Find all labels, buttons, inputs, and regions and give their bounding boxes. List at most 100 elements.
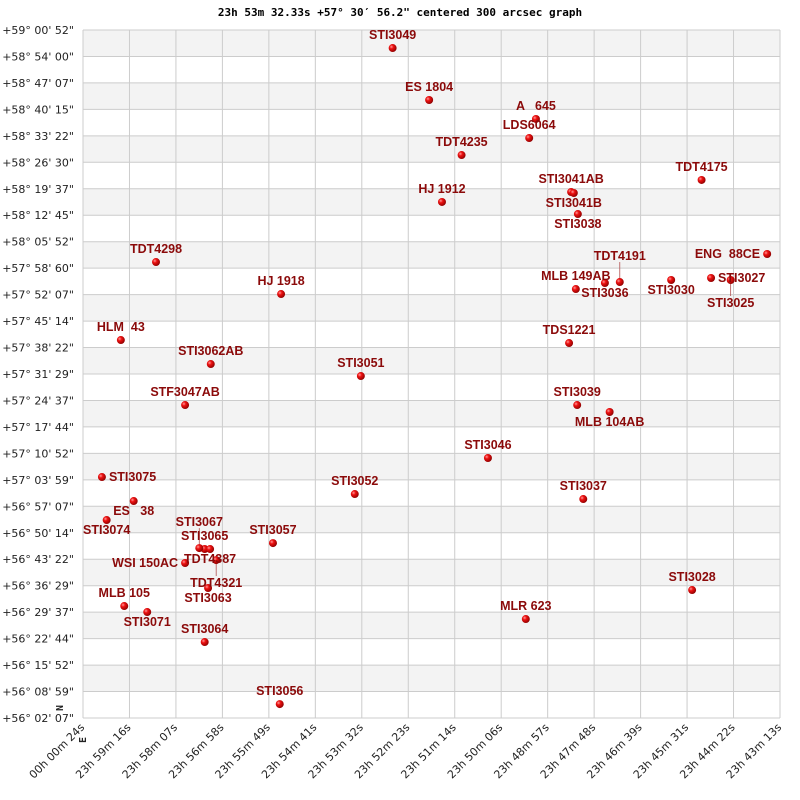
star-point[interactable] <box>525 134 534 143</box>
star-point[interactable] <box>206 360 215 369</box>
y-tick-label: +57° 38' 22" <box>2 342 74 355</box>
star-label: STI3065 <box>181 529 228 543</box>
y-tick-label: +57° 03' 59" <box>2 474 74 487</box>
star-label: STI3046 <box>464 438 511 452</box>
star-label: ENG 88CE <box>695 247 760 261</box>
star-label: TDT4298 <box>130 242 182 256</box>
star-point[interactable] <box>425 95 434 104</box>
star-point[interactable] <box>116 336 125 345</box>
star-label: TDS1221 <box>543 323 596 337</box>
star-point[interactable] <box>204 584 213 593</box>
star-label: STI3057 <box>249 523 296 537</box>
star-label: STF3047AB <box>150 385 219 399</box>
star-label: STI3039 <box>554 385 601 399</box>
star-point[interactable] <box>195 544 204 553</box>
star-point[interactable] <box>437 197 446 206</box>
star-label: STI3037 <box>560 479 607 493</box>
y-tick-label: +58° 19' 37" <box>2 183 74 196</box>
star-point[interactable] <box>688 586 697 595</box>
star-label: MLR 623 <box>500 599 551 613</box>
star-point[interactable] <box>97 473 106 482</box>
star-point[interactable] <box>605 408 614 417</box>
star-point[interactable] <box>579 495 588 504</box>
grid-band <box>83 453 780 480</box>
star-point[interactable] <box>569 189 578 198</box>
star-point[interactable] <box>200 638 209 647</box>
y-tick-label: +56° 15' 52" <box>2 659 74 672</box>
star-label: ES 38 <box>113 504 154 518</box>
grid-band <box>83 638 780 666</box>
star-point[interactable] <box>268 539 277 548</box>
star-point[interactable] <box>726 275 735 284</box>
grid-band <box>83 559 780 586</box>
grid-band <box>83 162 780 189</box>
y-tick-label: +56° 22' 44" <box>2 633 74 646</box>
star-point[interactable] <box>763 250 772 259</box>
y-tick-label: +59° 00' 52" <box>2 24 74 37</box>
star-label: ES 1804 <box>405 80 453 94</box>
star-label: STI3038 <box>554 217 601 231</box>
y-tick-label: +58° 26' 30" <box>2 156 74 169</box>
star-point[interactable] <box>667 275 676 284</box>
star-label: STI3027 <box>718 271 765 285</box>
chart-title: 23h 53m 32.33s +57° 30′ 56.2" centered 3… <box>217 6 583 19</box>
grid-band <box>83 426 780 454</box>
star-label: STI3025 <box>707 296 754 310</box>
star-point[interactable] <box>129 497 138 506</box>
grid-band <box>83 56 780 83</box>
grid-band <box>83 188 780 216</box>
grid-band <box>83 135 780 163</box>
star-point[interactable] <box>573 401 582 410</box>
star-label: STI3028 <box>668 570 715 584</box>
y-tick-label: +56° 36' 29" <box>2 580 74 593</box>
star-point[interactable] <box>120 602 129 611</box>
grid-band <box>83 479 780 507</box>
star-label: MLB 149AB <box>541 269 610 283</box>
star-label: HJ 1918 <box>257 274 304 288</box>
star-point[interactable] <box>707 274 716 283</box>
y-tick-label: +56° 57' 07" <box>2 500 74 513</box>
y-tick-label: +57° 45' 14" <box>2 315 74 328</box>
star-point[interactable] <box>483 454 492 463</box>
star-point[interactable] <box>565 339 574 348</box>
star-label: STI3062AB <box>178 344 243 358</box>
star-point[interactable] <box>212 556 221 565</box>
compass-north-label: N <box>53 705 64 711</box>
star-point[interactable] <box>697 175 706 184</box>
y-tick-label: +57° 52' 07" <box>2 289 74 302</box>
star-point[interactable] <box>356 372 365 381</box>
star-point[interactable] <box>275 700 284 709</box>
star-label: STI3074 <box>83 523 130 537</box>
star-point[interactable] <box>181 401 190 410</box>
star-label: TDT4175 <box>676 160 728 174</box>
grid-band <box>83 109 780 136</box>
star-point[interactable] <box>102 516 111 525</box>
star-point[interactable] <box>615 278 624 287</box>
star-point[interactable] <box>388 44 397 53</box>
star-point[interactable] <box>600 279 609 288</box>
star-point[interactable] <box>152 258 161 267</box>
star-point[interactable] <box>181 559 190 568</box>
star-label: STI3036 <box>581 286 628 300</box>
star-label: LDS6064 <box>503 118 556 132</box>
star-point[interactable] <box>457 151 466 160</box>
star-label: MLB 104AB <box>575 415 644 429</box>
y-tick-label: +58° 33' 22" <box>2 130 74 143</box>
star-point[interactable] <box>521 615 530 624</box>
star-point[interactable] <box>531 114 540 123</box>
y-tick-label: +58° 47' 07" <box>2 77 74 90</box>
star-point[interactable] <box>573 210 582 219</box>
grid-band <box>83 321 780 348</box>
star-label: STI3063 <box>184 591 231 605</box>
star-point[interactable] <box>277 290 286 299</box>
star-label: HLM 43 <box>97 320 145 334</box>
star-label: TDT4191 <box>594 249 646 263</box>
star-point[interactable] <box>206 545 215 554</box>
grid-band <box>83 585 780 613</box>
y-tick-label: +57° 10' 52" <box>2 447 74 460</box>
star-point[interactable] <box>143 608 152 617</box>
star-label: STI3071 <box>124 615 171 629</box>
grid-band <box>83 691 780 718</box>
star-point[interactable] <box>571 285 580 294</box>
star-point[interactable] <box>350 490 359 499</box>
